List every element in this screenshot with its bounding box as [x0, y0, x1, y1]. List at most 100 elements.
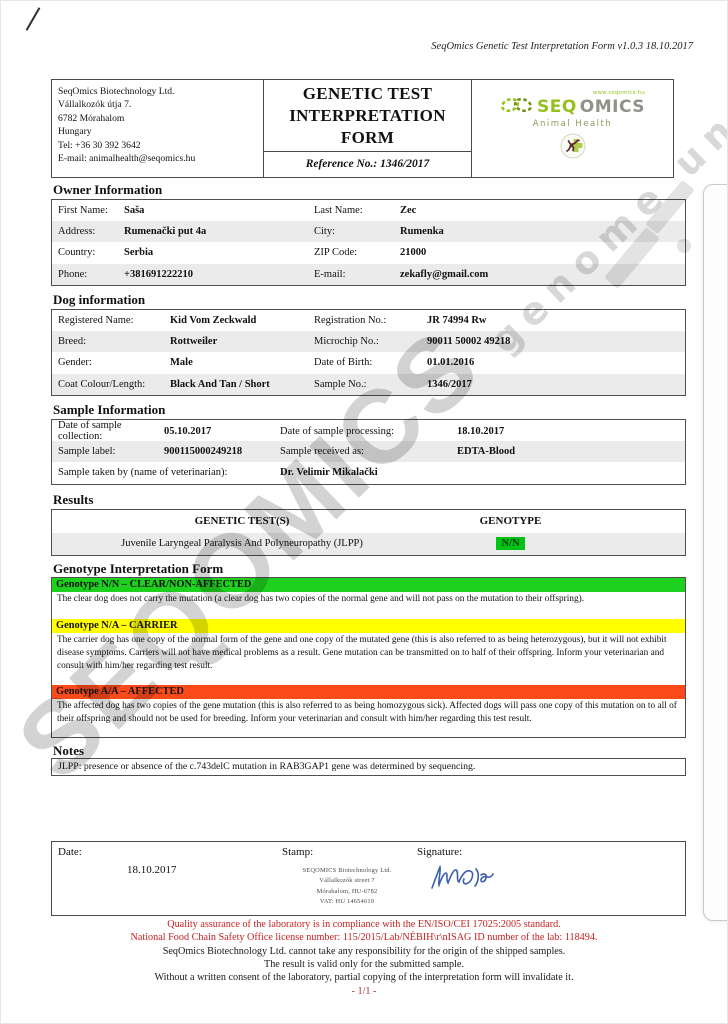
- field-label: Phone:: [58, 268, 88, 280]
- field-label: City:: [314, 226, 336, 238]
- footer-disclaimer-line: SeqOmics Biotechnology Ltd. cannot take …: [162, 945, 566, 957]
- table-row: Registered Name: Kid Vom Zeckwald Regist…: [52, 310, 685, 331]
- reference-number: Reference No.: 1346/2017: [264, 151, 471, 177]
- brand-text-seq: SEQ: [536, 96, 577, 117]
- field-value: zekafly@gmail.com: [400, 268, 489, 280]
- field-value: 05.10.2017: [164, 425, 212, 437]
- spacer: [52, 606, 685, 619]
- field-label: Address:: [58, 226, 96, 238]
- field-label: Coat Colour/Length:: [58, 378, 146, 390]
- interpretation-box: Genotype N/N – CLEAR/NON-AFFECTED The cl…: [51, 577, 686, 738]
- letterhead: SeqOmics Biotechnology Ltd. Vállalkozók …: [51, 79, 674, 178]
- table-row: Address: Rumenački put 4a City: Rumenka: [52, 221, 685, 243]
- page-number: - 1/1 -: [351, 986, 377, 998]
- form-title-line2: INTERPRETATION: [289, 105, 446, 125]
- table-row: Gender: Male Date of Birth: 01.01.2016: [52, 352, 685, 373]
- field-label: ZIP Code:: [314, 247, 358, 259]
- date-value: 18.10.2017: [127, 864, 177, 876]
- field-label: Microchip No.:: [314, 336, 379, 348]
- field-value: EDTA-Blood: [457, 446, 516, 458]
- genotype-cell: N/N: [432, 537, 685, 551]
- field-value: Dr. Velimir Mikalački: [280, 467, 378, 479]
- footer-quality-line: Quality assurance of the laboratory is i…: [167, 919, 561, 930]
- field-label: Sample label:: [58, 446, 116, 458]
- field-value: Serbia: [124, 247, 154, 259]
- field-label: Last Name:: [314, 205, 363, 217]
- field-label: E-mail:: [314, 268, 346, 280]
- genotype-result-badge: N/N: [496, 537, 525, 551]
- owner-table: First Name: Saša Last Name: Zec Address:…: [51, 199, 686, 286]
- stamp-line: VAT: HU 14654619: [319, 897, 375, 905]
- form-title-line1: GENETIC TEST: [302, 84, 433, 103]
- field-value: Male: [170, 357, 193, 369]
- company-address-block: SeqOmics Biotechnology Ltd. Vállalkozók …: [52, 80, 264, 177]
- brand-tagline: Animal Health: [532, 118, 613, 129]
- field-label: Sample taken by (name of veterinarian):: [58, 467, 228, 479]
- results-header-row: GENETIC TEST(S) GENOTYPE: [52, 510, 685, 533]
- stamp-line: Mórahalom, HU-6782: [316, 887, 378, 895]
- genotype-clear-text: The clear dog does not carry the mutatio…: [57, 594, 585, 604]
- company-country: Hungary: [58, 126, 92, 138]
- signoff-box: Date: 18.10.2017 Stamp: SEQOMICS Biotech…: [51, 841, 686, 916]
- owner-section-heading: Owner Information: [53, 182, 163, 197]
- field-value: Saša: [124, 205, 145, 217]
- field-label: Sample No.:: [314, 378, 367, 390]
- dog-table: Registered Name: Kid Vom Zeckwald Regist…: [51, 309, 686, 396]
- field-value: 90011 50002 49218: [427, 336, 511, 348]
- field-value: Rumenka: [400, 226, 444, 238]
- field-label: Registered Name:: [58, 315, 134, 327]
- form-title: GENETIC TEST INTERPRETATION FORM: [264, 80, 471, 151]
- column-header-genotype: GENOTYPE: [479, 515, 542, 528]
- table-row: Coat Colour/Length: Black And Tan / Shor…: [52, 373, 685, 395]
- footer-validity-line: The result is valid only for the submitt…: [263, 958, 465, 970]
- notes-section-heading: Notes: [53, 743, 85, 758]
- footer: Quality assurance of the laboratory is i…: [1, 918, 727, 999]
- field-value: Kid Vom Zeckwald: [170, 315, 257, 327]
- sample-section-heading: Sample Information: [53, 402, 166, 417]
- field-value: Black And Tan / Short: [170, 378, 270, 390]
- field-value: 01.01.2016: [427, 357, 475, 369]
- test-name: Juvenile Laryngeal Paralysis And Polyneu…: [121, 538, 363, 550]
- stamp-line: SEQOMICS Biotechnology Ltd.: [302, 867, 392, 874]
- table-row: First Name: Saša Last Name: Zec: [52, 200, 685, 221]
- logo-block: SEQ www.seqomics.hu OMICS Animal Health: [472, 80, 673, 177]
- genotype-carrier-bar: Genotype N/A – CARRIER: [52, 618, 685, 633]
- dog-section-heading: Dog information: [53, 292, 146, 307]
- column-header-genetic-tests: GENETIC TEST(S): [194, 515, 290, 528]
- field-value: Rottweiler: [170, 336, 218, 348]
- field-value: 18.10.2017: [457, 425, 505, 437]
- table-row: Sample taken by (name of veterinarian): …: [52, 462, 685, 483]
- field-value: +381691222210: [124, 268, 193, 280]
- watermark-tagline-text: genome uncoded: [481, 0, 728, 363]
- results-section-heading: Results: [53, 492, 94, 507]
- spacer: [52, 673, 685, 685]
- field-label: Breed:: [58, 336, 86, 348]
- field-label: Registration No.:: [314, 315, 387, 327]
- results-data-row: Juvenile Laryngeal Paralysis And Polyneu…: [52, 532, 685, 555]
- company-street: Vállalkozók útja 7.: [58, 99, 132, 111]
- field-value: 21000: [400, 247, 427, 259]
- field-label: Country:: [58, 247, 96, 259]
- table-row: Country: Serbia ZIP Code: 21000: [52, 242, 685, 263]
- field-label: First Name:: [58, 205, 108, 217]
- brand-omics-text: OMICS: [579, 96, 646, 117]
- field-label: Sample received as:: [280, 446, 364, 458]
- seqomics-logo: SEQ www.seqomics.hu OMICS: [500, 90, 646, 118]
- table-row: Breed: Rottweiler Microchip No.: 90011 5…: [52, 331, 685, 353]
- company-name: SeqOmics Biotechnology Ltd.: [58, 86, 175, 97]
- company-stamp: SEQOMICS Biotechnology Ltd. Vállalkozók …: [257, 866, 437, 907]
- right-scrollbar[interactable]: [703, 184, 727, 921]
- form-title-block: GENETIC TEST INTERPRETATION FORM Referen…: [264, 80, 472, 177]
- field-label: Date of sample processing:: [280, 425, 395, 437]
- notes-text: JLPP: presence or absence of the c.743de…: [58, 761, 476, 772]
- field-label: Date of Birth:: [314, 357, 373, 369]
- table-row: Sample label: 900115000249218 Sample rec…: [52, 441, 685, 463]
- animal-health-emblem-icon: [560, 133, 586, 164]
- date-label: Date:: [58, 846, 82, 858]
- interpretation-section-heading: Genotype Interpretation Form: [53, 561, 224, 576]
- stamp-line: Vállalkozók street 7: [319, 877, 375, 885]
- genotype-affected-bar: Genotype A/A – AFFECTED: [52, 684, 685, 699]
- company-email: E-mail: animalhealth@seqomics.hu: [58, 153, 196, 165]
- field-value: Rumenački put 4a: [124, 226, 207, 238]
